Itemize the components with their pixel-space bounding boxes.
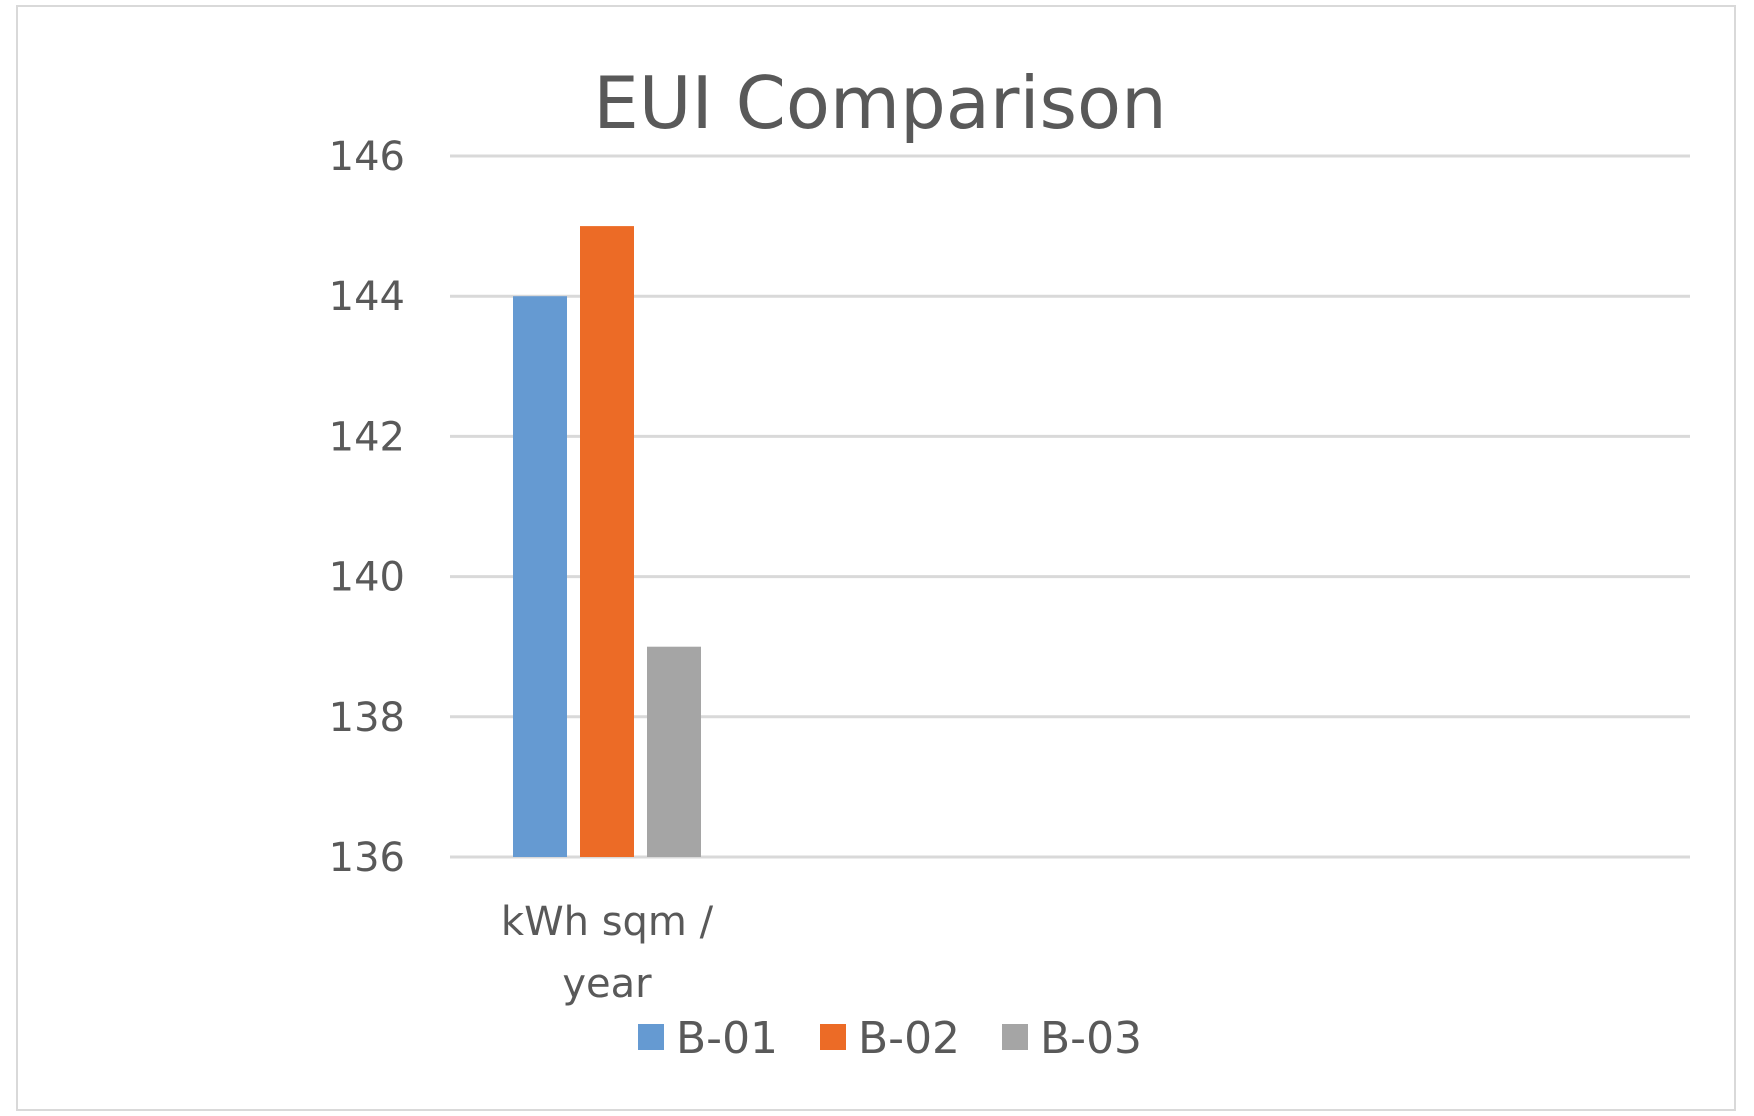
legend-label-b-02: B-02 <box>858 1013 960 1064</box>
bar-b-02 <box>580 226 634 858</box>
x-axis-categories: kWh sqm / year <box>501 899 714 1007</box>
bars <box>513 226 701 858</box>
legend-swatch-b-03 <box>1002 1024 1028 1050</box>
chart-title: EUI Comparison <box>593 61 1166 145</box>
gridlines <box>450 154 1690 859</box>
y-tick-label: 140 <box>329 555 405 601</box>
y-tick-label: 138 <box>329 695 405 741</box>
x-category-label: year <box>562 961 652 1007</box>
chart-frame <box>16 5 1736 1111</box>
legend-label-b-01: B-01 <box>676 1013 778 1064</box>
legend-swatch-b-02 <box>820 1024 846 1050</box>
y-tick-label: 146 <box>329 134 405 180</box>
bar-b-03 <box>647 646 701 857</box>
legend-swatch-b-01 <box>638 1024 664 1050</box>
y-tick-label: 136 <box>329 835 405 881</box>
legend: B-01 B-02 B-03 <box>638 1013 1142 1064</box>
y-tick-label: 142 <box>329 414 405 460</box>
x-category-label: kWh sqm / <box>501 899 714 945</box>
y-axis-ticks: 136 138 140 142 144 146 <box>329 134 405 881</box>
bar-b-01 <box>513 296 567 857</box>
legend-label-b-03: B-03 <box>1040 1013 1142 1064</box>
y-tick-label: 144 <box>329 274 405 320</box>
